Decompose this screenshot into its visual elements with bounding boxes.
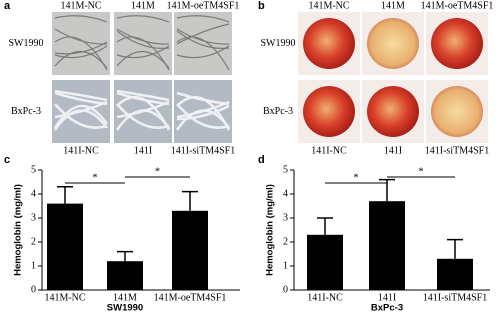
tissue <box>367 18 419 69</box>
tube-network <box>176 15 230 23</box>
panel-letter: c <box>4 154 10 166</box>
bar <box>47 203 83 290</box>
y-tick-label: 1 <box>283 260 288 271</box>
bar <box>172 210 208 290</box>
tube-network <box>116 15 170 23</box>
y-tick-label: 4 <box>31 188 36 199</box>
error-bar <box>182 190 198 211</box>
panel-letter: a <box>4 0 11 12</box>
x-tick-label: 141I-siTM4SF1 <box>423 292 487 303</box>
x-tick-label: 141M-oeTM4SF1 <box>154 292 227 303</box>
error-bar <box>117 250 133 262</box>
panel-letter: b <box>258 0 265 12</box>
error-bar <box>57 186 73 204</box>
tissue <box>367 86 419 137</box>
column-label: 141I-siTM4SF1 <box>171 145 235 156</box>
tube-network <box>54 41 108 55</box>
y-tick-label: 5 <box>283 164 288 175</box>
tube-network <box>116 45 170 59</box>
column-label: 141M-oeTM4SF1 <box>421 0 494 11</box>
column-label: 141M-oeTM4SF1 <box>167 0 240 11</box>
y-axis-label: Hemoglobin (mg/ml) <box>265 184 276 276</box>
tube-network <box>116 28 170 45</box>
column-label: 141M-NC <box>60 0 101 11</box>
y-tick-label: 1 <box>31 260 36 271</box>
y-tick-label: 2 <box>283 236 288 247</box>
column-label: 141M-NC <box>308 0 349 11</box>
tissue <box>303 86 355 137</box>
tube-network <box>54 103 108 129</box>
bar <box>307 234 343 290</box>
y-tick-label: 0 <box>283 284 288 295</box>
x-tick-label: 141I <box>378 292 396 303</box>
column-label: 141M <box>381 0 405 11</box>
column-label: 141I <box>384 145 402 156</box>
column-label: 141I-NC <box>311 145 347 156</box>
tube-network <box>53 104 109 129</box>
row-label: BxPc-3 <box>263 106 293 117</box>
y-tick-label: 3 <box>31 212 36 223</box>
row-label: SW1990 <box>9 38 44 49</box>
y-tick-label: 3 <box>283 212 288 223</box>
tube-network <box>54 89 108 102</box>
bar <box>369 201 405 290</box>
row-label: BxPc-3 <box>11 106 41 117</box>
tube-network <box>176 103 230 129</box>
y-tick-label: 4 <box>283 188 288 199</box>
tube-network <box>176 104 230 121</box>
column-label: 141I-siTM4SF1 <box>425 145 489 156</box>
tissue <box>431 18 483 69</box>
tube-network <box>54 100 108 119</box>
tube-network <box>176 23 230 45</box>
tube-network <box>116 50 170 69</box>
significance-mark: * <box>419 166 424 177</box>
tube-network <box>54 45 108 59</box>
panel-letter: d <box>258 154 265 166</box>
column-label: 141I-NC <box>63 145 99 156</box>
y-axis-label: Hemoglobin (mg/ml) <box>13 184 24 276</box>
x-tick-label: 141M <box>113 292 137 303</box>
y-tick-label: 5 <box>31 164 36 175</box>
significance-mark: * <box>93 172 98 183</box>
significance-mark: * <box>354 172 359 183</box>
error-bar <box>317 217 333 235</box>
tissue <box>303 18 355 69</box>
x-axis-label: BxPc-3 <box>371 303 403 314</box>
x-axis-label: SW1990 <box>107 303 143 314</box>
significance-mark: * <box>155 166 160 177</box>
tube-network <box>176 45 230 59</box>
error-bar <box>447 238 463 259</box>
tube-network <box>54 15 108 23</box>
x-tick-label: 141M-NC <box>44 292 85 303</box>
tube-network <box>116 100 170 119</box>
y-tick-label: 2 <box>31 236 36 247</box>
tube-network <box>176 28 230 45</box>
column-label: 141M <box>131 0 155 11</box>
tube-network <box>116 103 170 129</box>
x-tick-label: 141I-NC <box>307 292 343 303</box>
y-tick-label: 0 <box>31 284 36 295</box>
row-label: SW1990 <box>261 38 296 49</box>
tube-network <box>176 100 230 119</box>
tissue <box>431 86 483 137</box>
bar <box>437 258 473 290</box>
bar <box>107 261 143 290</box>
column-label: 141I <box>134 145 152 156</box>
tube-network <box>116 89 170 102</box>
